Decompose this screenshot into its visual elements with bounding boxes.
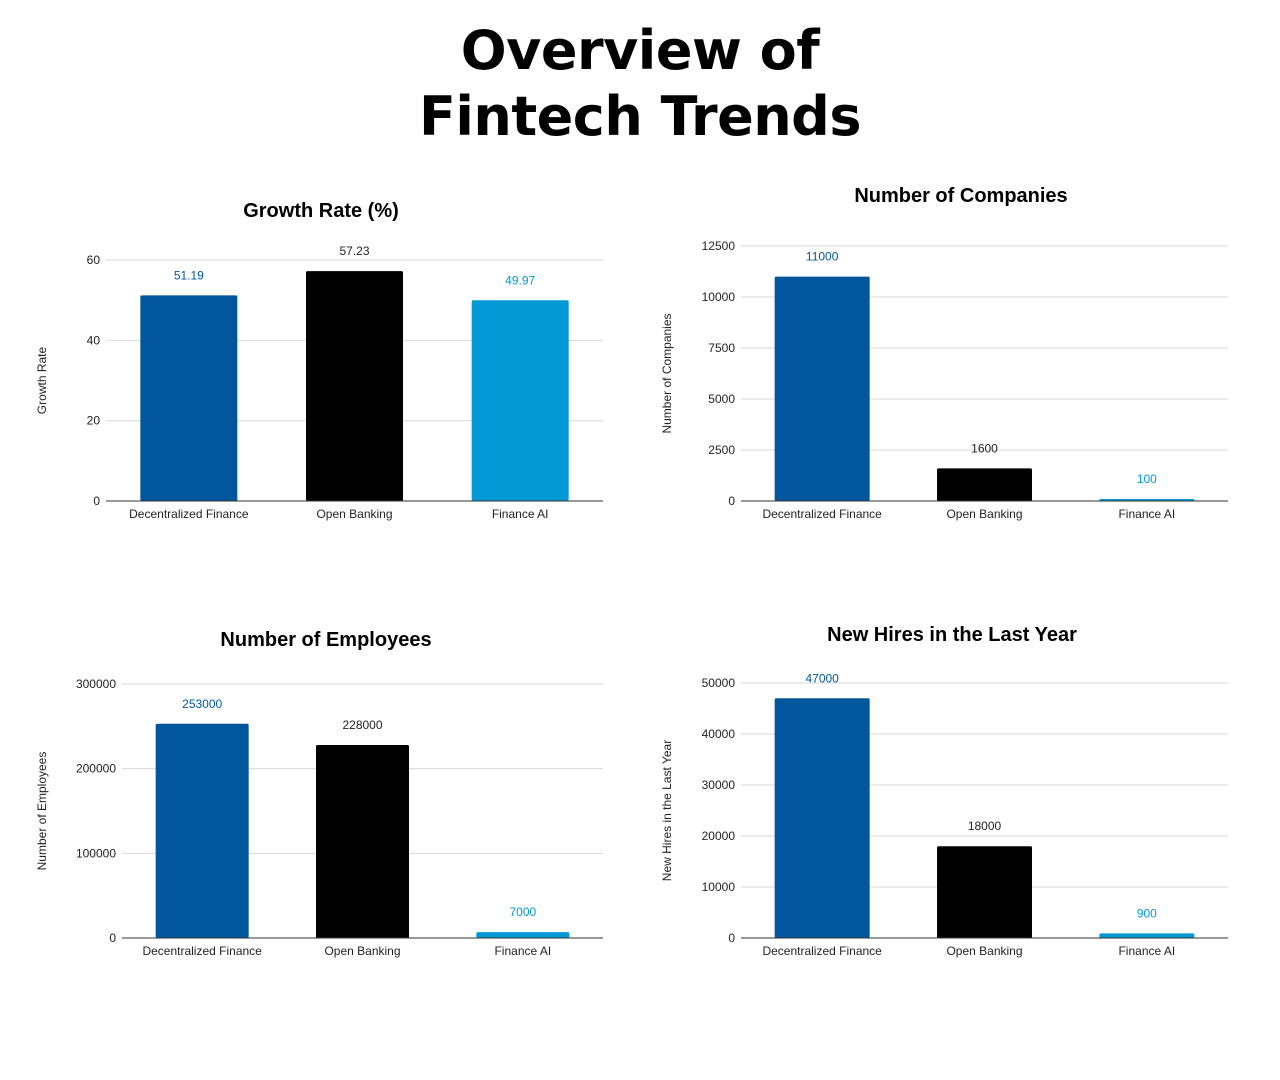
- bar: [774, 276, 870, 501]
- bar: [140, 295, 238, 501]
- data-label: 47000: [805, 671, 839, 685]
- y-tick-label: 5000: [708, 392, 735, 406]
- y-tick-label: 20: [87, 414, 101, 428]
- y-axis-title: New Hires in the Last Year: [660, 740, 674, 881]
- y-tick-label: 0: [728, 494, 735, 508]
- chart-title: Growth Rate (%): [243, 200, 399, 222]
- y-axis-title: Growth Rate: [35, 346, 49, 414]
- y-tick-label: 40000: [702, 727, 736, 741]
- y-tick-label: 2500: [708, 443, 735, 457]
- y-tick-label: 20000: [702, 829, 736, 843]
- data-label: 18000: [968, 819, 1002, 833]
- chart-title: Number of Employees: [220, 629, 431, 651]
- x-category-label: Open Banking: [324, 944, 400, 958]
- data-label: 900: [1137, 906, 1157, 920]
- bar: [1099, 933, 1195, 938]
- data-label: 100: [1137, 472, 1157, 486]
- x-category-label: Finance AI: [1118, 944, 1175, 958]
- data-label: 1600: [971, 441, 998, 455]
- x-category-label: Open Banking: [946, 507, 1022, 521]
- bar: [1099, 498, 1195, 501]
- x-category-label: Open Banking: [946, 944, 1022, 958]
- chart-title: Number of Companies: [854, 185, 1067, 207]
- bar: [937, 846, 1032, 938]
- x-category-label: Open Banking: [316, 507, 392, 521]
- bar: [306, 271, 403, 501]
- bar: [476, 932, 570, 938]
- y-tick-label: 40: [87, 333, 101, 347]
- data-label: 57.23: [339, 244, 369, 258]
- bar: [155, 723, 249, 938]
- x-category-label: Decentralized Finance: [129, 507, 249, 521]
- x-category-label: Finance AI: [494, 944, 551, 958]
- bar: [774, 698, 870, 938]
- y-tick-label: 10000: [702, 290, 736, 304]
- y-tick-label: 10000: [702, 880, 736, 894]
- bar: [316, 744, 409, 938]
- y-tick-label: 7500: [708, 341, 735, 355]
- y-tick-label: 60: [87, 253, 101, 267]
- y-axis-title: Number of Companies: [660, 313, 674, 433]
- chart-title: New Hires in the Last Year: [827, 624, 1077, 646]
- data-label: 7000: [509, 905, 536, 919]
- y-tick-label: 200000: [76, 762, 116, 776]
- y-tick-label: 12500: [702, 239, 736, 253]
- page-title-line-2: Fintech Trends: [419, 85, 861, 148]
- data-label: 49.97: [505, 273, 535, 287]
- y-tick-label: 50000: [702, 676, 736, 690]
- y-tick-label: 300000: [76, 677, 116, 691]
- y-tick-label: 100000: [76, 846, 116, 860]
- page-title: Overview of Fintech Trends: [0, 18, 1280, 150]
- bar: [937, 468, 1032, 501]
- data-label: 51.19: [174, 268, 204, 282]
- page-title-line-1: Overview of: [460, 19, 820, 82]
- x-category-label: Decentralized Finance: [762, 944, 882, 958]
- data-label: 11000: [806, 250, 839, 264]
- y-tick-label: 0: [93, 494, 100, 508]
- x-category-label: Decentralized Finance: [762, 507, 882, 521]
- y-tick-label: 0: [728, 931, 735, 945]
- y-axis-title: Number of Employees: [35, 752, 49, 871]
- x-category-label: Decentralized Finance: [142, 944, 262, 958]
- y-tick-label: 30000: [702, 778, 736, 792]
- y-tick-label: 0: [109, 931, 116, 945]
- data-label: 228000: [342, 718, 382, 732]
- data-label: 253000: [182, 697, 222, 711]
- x-category-label: Finance AI: [1118, 507, 1175, 521]
- x-category-label: Finance AI: [492, 507, 549, 521]
- bar: [471, 300, 569, 501]
